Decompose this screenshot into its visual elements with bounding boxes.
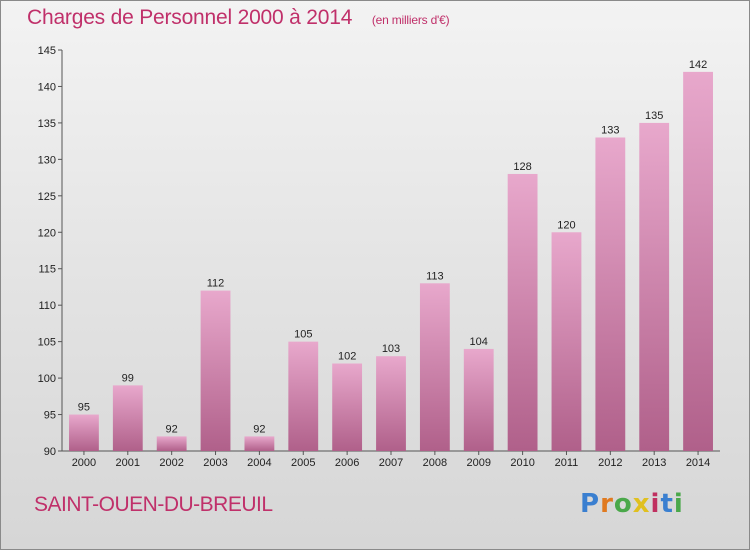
x-tick-label: 2008 <box>423 457 447 469</box>
bar-value-label: 113 <box>426 270 444 282</box>
y-tick-label: 110 <box>38 300 56 312</box>
bar <box>507 173 538 452</box>
y-tick-label: 130 <box>38 154 56 166</box>
bars <box>69 71 713 452</box>
bar-value-label: 142 <box>689 59 707 71</box>
bar-value-label: 120 <box>557 219 575 231</box>
chart-title: Charges de Personnel 2000 à 2014 (en mil… <box>27 6 450 30</box>
bar <box>288 341 319 451</box>
commune-name: SAINT-OUEN-DU-BREUIL <box>34 493 273 516</box>
y-tick-label: 95 <box>44 410 56 422</box>
x-tick-label: 2014 <box>686 457 710 469</box>
x-tick-label: 2005 <box>291 457 315 469</box>
logo-letter: t <box>660 489 674 519</box>
x-tick-label: 2012 <box>598 457 622 469</box>
bar <box>639 122 670 451</box>
x-tick-label: 2007 <box>379 457 403 469</box>
x-tick-label: 2004 <box>247 457 271 469</box>
bar <box>69 414 99 451</box>
y-tick-label: 125 <box>38 191 56 203</box>
bar-value-label: 103 <box>382 343 400 355</box>
bar-value-label: 102 <box>338 351 356 363</box>
x-tick-label: 2006 <box>335 457 359 469</box>
y-tick-label: 115 <box>38 264 56 276</box>
logo-letter: o <box>613 489 633 519</box>
x-tick-label: 2003 <box>203 457 227 469</box>
y-tick-label: 140 <box>38 81 56 93</box>
x-tick-label: 2000 <box>72 457 96 469</box>
bar-value-label: 128 <box>513 161 531 173</box>
bar <box>112 385 143 451</box>
x-tick-label: 2001 <box>116 457 140 469</box>
bar <box>551 232 582 451</box>
bar-value-label: 104 <box>470 336 488 348</box>
axes: 90 95 100 105 110 115 120 125 130 135 140 145 <box>38 45 720 458</box>
bar <box>156 436 187 451</box>
title-text: Charges de Personnel 2000 à 2014 <box>27 6 353 29</box>
y-tick-label: 120 <box>38 227 56 239</box>
bar-value-label: 112 <box>207 278 225 290</box>
y-tick-label: 135 <box>38 118 56 130</box>
bar <box>332 363 363 451</box>
x-tick-label: 2009 <box>466 457 490 469</box>
bar <box>419 283 450 451</box>
logo-letter: P <box>580 489 601 519</box>
labels: 95 2000 99 2001 92 2002 112 2003 92 2004 105 2005 10… <box>72 59 711 469</box>
proxiti-logo: Proxiti <box>580 489 684 519</box>
bar-value-label: 99 <box>122 372 134 384</box>
x-tick-label: 2010 <box>510 457 534 469</box>
logo-letter: r <box>600 489 614 519</box>
logo-letter: i <box>650 489 661 519</box>
x-tick-label: 2013 <box>642 457 666 469</box>
y-tick-label: 90 <box>44 446 56 458</box>
bar <box>683 71 713 451</box>
y-tick-label: 105 <box>38 337 56 349</box>
bar-value-label: 92 <box>253 423 265 435</box>
bar-value-label: 92 <box>166 423 178 435</box>
bar <box>376 356 406 451</box>
bar <box>244 436 275 451</box>
bar <box>595 137 626 451</box>
y-tick-label: 145 <box>38 45 56 57</box>
logo-letter: i <box>673 489 684 519</box>
bar-value-label: 135 <box>645 110 663 122</box>
bar-value-label: 105 <box>294 329 312 341</box>
title-unit: (en milliers d'€) <box>371 13 450 27</box>
x-tick-label: 2011 <box>555 457 579 469</box>
x-tick-label: 2002 <box>159 457 183 469</box>
bar-value-label: 95 <box>78 402 90 414</box>
logo-letter: x <box>632 489 651 519</box>
y-tick-label: 100 <box>38 373 56 385</box>
bar <box>463 348 494 451</box>
bar-value-label: 133 <box>601 124 619 136</box>
bar <box>200 290 231 451</box>
